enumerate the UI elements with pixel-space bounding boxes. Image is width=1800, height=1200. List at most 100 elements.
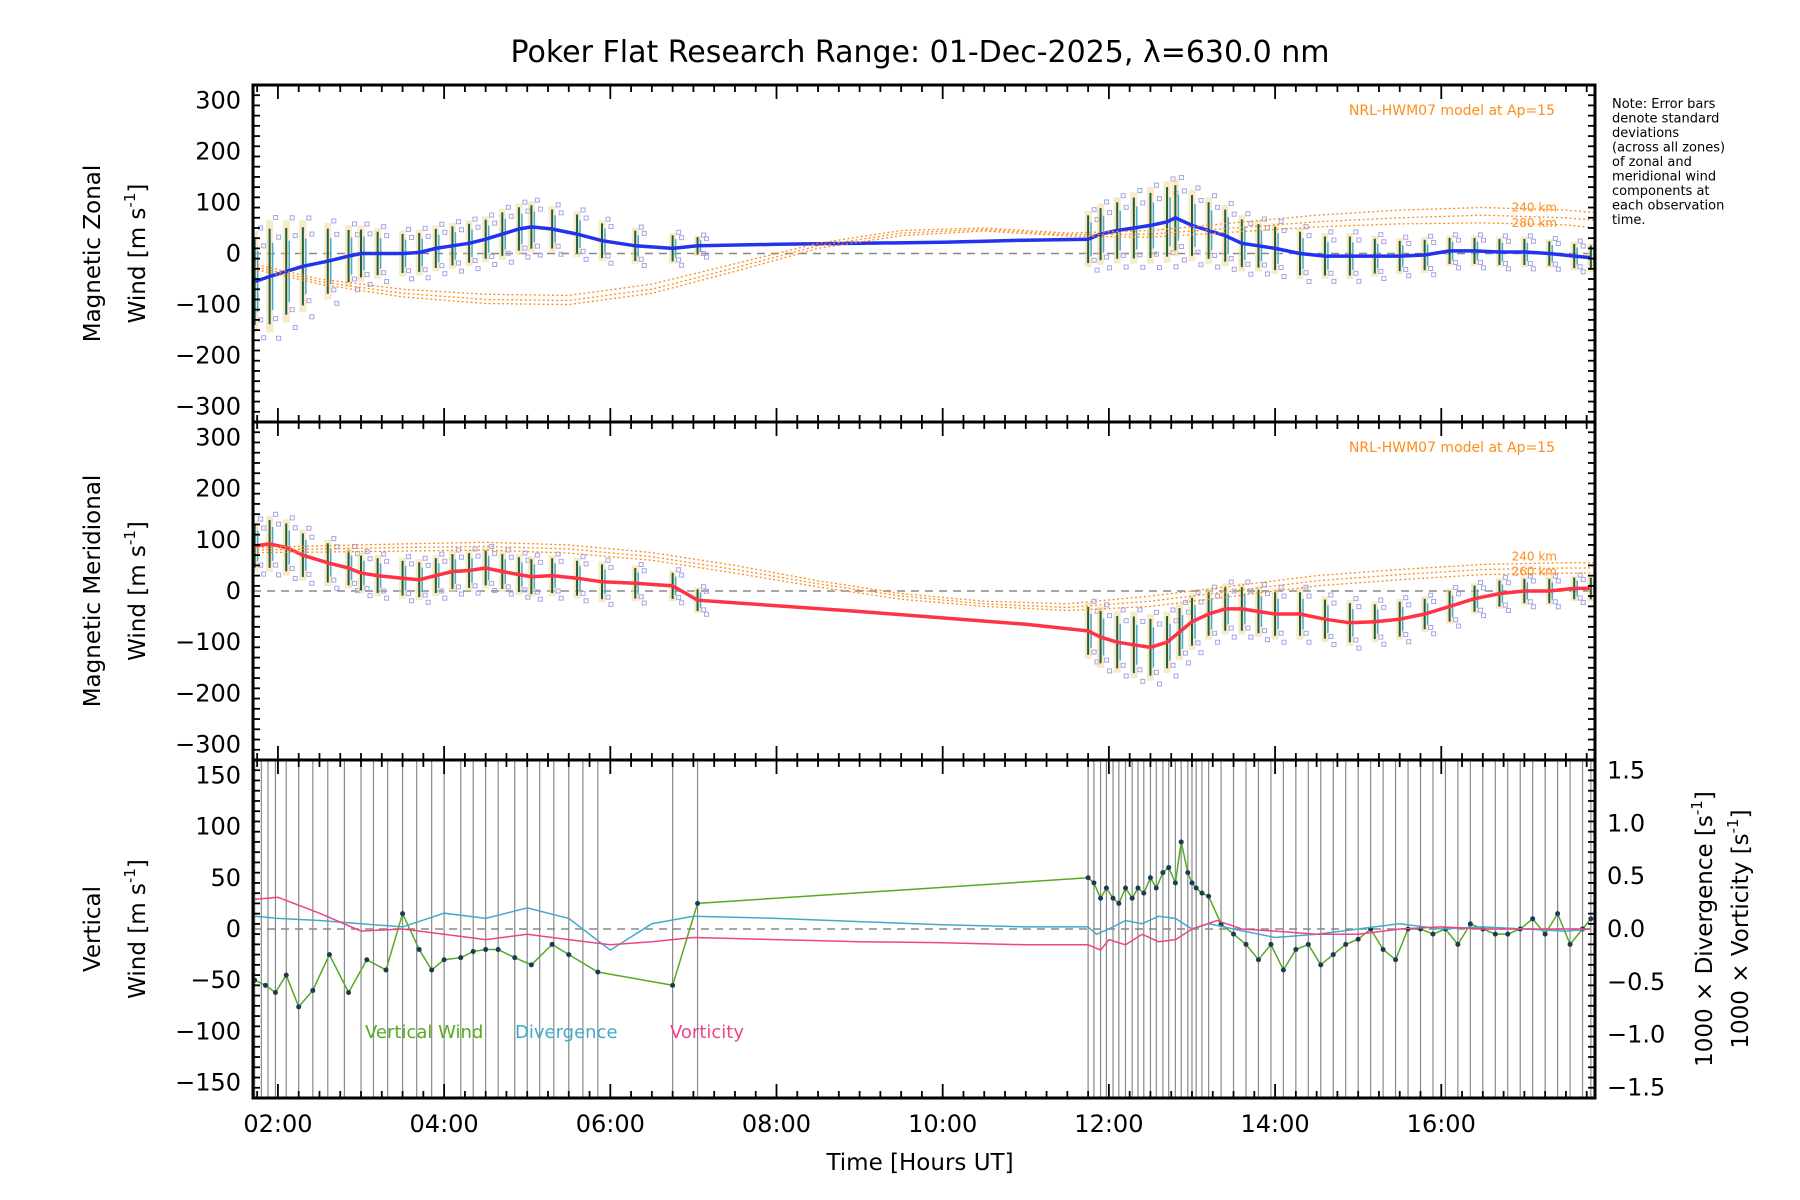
zone-marker (1264, 225, 1270, 231)
zone-marker (273, 562, 279, 568)
zone-marker (505, 250, 511, 256)
zone-marker (1481, 613, 1487, 619)
zone-marker (1212, 252, 1218, 258)
vertical-wind-point (1567, 941, 1573, 947)
zone-marker (273, 316, 279, 322)
zone-marker (489, 543, 495, 549)
zone-marker (1215, 204, 1221, 210)
zone-marker (1231, 634, 1237, 640)
zone-marker (1245, 261, 1251, 267)
vertical-wind-point (1206, 893, 1212, 899)
zone-marker (676, 567, 682, 573)
series-line-hwm07-280-km (253, 222, 1595, 306)
zone-marker (309, 314, 315, 320)
zone-marker (1140, 618, 1146, 624)
zone-marker (458, 554, 464, 560)
zone-marker (1261, 216, 1267, 222)
zone-marker (1505, 238, 1511, 244)
zone-marker (475, 553, 481, 559)
series-line-1000-vorticity (254, 896, 1591, 952)
zone-marker (1107, 210, 1113, 216)
x-tick-label: 12:00 (1074, 1110, 1143, 1138)
zone-marker (261, 335, 267, 341)
zone-marker (1248, 634, 1254, 640)
zone-marker (422, 592, 428, 598)
y-axis-title-line2: Wind [m s-1] (121, 521, 151, 661)
zone-marker (1278, 584, 1284, 590)
y-axis-title-sup: -1 (121, 193, 139, 208)
zone-marker (1403, 266, 1409, 272)
y-tick-label: −300 (175, 731, 241, 759)
zone-marker (1261, 262, 1267, 268)
zone-marker (558, 251, 564, 257)
vertical-wind-point (1505, 931, 1511, 937)
chart-title: Poker Flat Research Range: 01-Dec-2025, … (511, 35, 1330, 70)
zone-marker (704, 588, 710, 594)
zone-marker (1137, 252, 1143, 258)
zone-marker (381, 588, 387, 594)
vertical-wind-point (1380, 946, 1386, 952)
zone-marker (1502, 602, 1508, 608)
zone-marker (1478, 232, 1484, 238)
series-line-hwm07-280-km (253, 549, 1595, 612)
vertical-wind-point (1355, 936, 1361, 942)
zone-marker (1428, 624, 1434, 630)
x-tick-labels: 02:00 04:00 06:00 08:00 10:00 12:00 14:00 16:00 (243, 1110, 1476, 1138)
zone-marker (472, 583, 478, 589)
zone-marker (1195, 640, 1201, 646)
zone-marker (309, 580, 315, 586)
vertical-wind-point (1268, 941, 1274, 947)
y-tick-label: −100 (175, 628, 241, 656)
right-y-tick-label: −1.5 (1607, 1073, 1665, 1101)
zone-marker (364, 221, 370, 227)
vertical-wind-point (1141, 890, 1147, 896)
zone-marker (534, 589, 540, 595)
y-axis-title-suffix: ] (125, 184, 151, 193)
zone-marker (537, 559, 543, 565)
zone-marker (1198, 599, 1204, 605)
vertical-wind-point (283, 972, 289, 978)
zone-marker (1215, 264, 1221, 270)
note-line: Note: Error bars (1612, 97, 1716, 112)
note-line: deviations (1612, 126, 1679, 141)
zone-marker (1228, 200, 1234, 206)
zone-marker (425, 275, 431, 281)
zone-marker (1231, 266, 1237, 272)
zone-marker (522, 587, 528, 593)
zone-marker (1120, 662, 1126, 668)
zone-marker (492, 220, 498, 226)
zone-marker (455, 584, 461, 590)
vertical-wind-point (1098, 895, 1104, 901)
vertical-wind-point (1231, 931, 1237, 937)
zone-marker (1306, 279, 1312, 285)
zone-marker (1428, 592, 1434, 598)
zone-marker (1502, 260, 1508, 266)
zone-marker (1381, 641, 1387, 647)
zone-marker (331, 536, 337, 542)
vertical-wind-point (528, 962, 534, 968)
zone-marker (1140, 200, 1146, 206)
zone-marker (331, 218, 337, 224)
zone-marker (1530, 578, 1536, 584)
vorticity-axis-title: 1000 × Vorticity [s-1] (1724, 809, 1754, 1048)
zone-marker (1245, 211, 1251, 217)
y-tick-label: −300 (175, 393, 241, 421)
zone-marker (455, 260, 461, 266)
zone-marker (364, 272, 370, 278)
zone-marker (425, 562, 431, 568)
km-label: 240 km (1512, 201, 1557, 215)
zone-marker (1328, 633, 1334, 639)
vertical-wind-point (1492, 931, 1498, 937)
x-tick-label: 04:00 (410, 1110, 479, 1138)
zone-marker (1552, 599, 1558, 605)
zone-marker (1195, 185, 1201, 191)
zone-marker (334, 544, 340, 550)
zone-marker (292, 525, 298, 531)
zone-marker (489, 212, 495, 218)
zone-marker (439, 263, 445, 269)
zone-marker (1228, 625, 1234, 631)
zone-marker (292, 325, 298, 331)
zone-marker (1527, 260, 1533, 266)
zone-marker (704, 611, 710, 617)
